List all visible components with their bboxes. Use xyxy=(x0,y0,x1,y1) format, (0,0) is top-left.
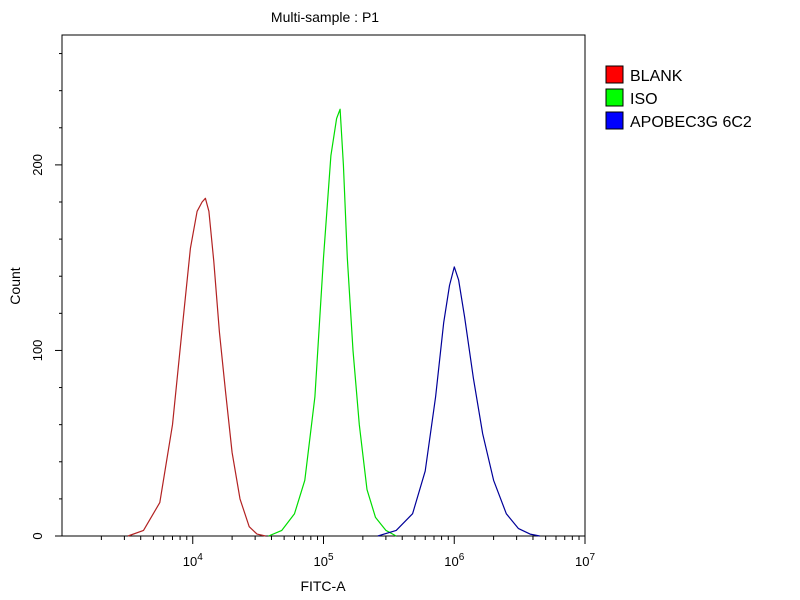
y-tick-label: 0 xyxy=(30,532,45,539)
x-axis-title: FITC-A xyxy=(300,578,346,594)
x-tick-label: 106 xyxy=(444,552,464,569)
x-axis: 104 105 106 107 xyxy=(100,536,595,569)
chart-title: Multi-sample : P1 xyxy=(271,9,379,25)
y-axis: 0 100 200 xyxy=(30,53,62,540)
legend-label: ISO xyxy=(630,91,658,108)
legend-swatch xyxy=(605,88,624,107)
series-line-2 xyxy=(377,266,540,537)
series-layer xyxy=(127,108,540,537)
plot-frame xyxy=(61,34,586,537)
x-tick-label: 107 xyxy=(575,552,595,569)
y-axis-title: Count xyxy=(7,267,23,304)
series-line-0 xyxy=(127,197,266,537)
y-tick-label: 100 xyxy=(30,340,45,362)
series-line-1 xyxy=(268,108,397,537)
y-tick-label: 200 xyxy=(30,154,45,176)
x-tick-label: 104 xyxy=(183,552,203,569)
legend-label: APOBEC3G 6C2 xyxy=(630,114,752,131)
legend-swatch xyxy=(605,65,624,84)
legend-label: BLANK xyxy=(630,68,683,85)
legend-swatch xyxy=(605,111,624,130)
x-tick-label: 105 xyxy=(313,552,333,569)
legend: BLANK ISO APOBEC3G 6C2 xyxy=(605,65,752,131)
